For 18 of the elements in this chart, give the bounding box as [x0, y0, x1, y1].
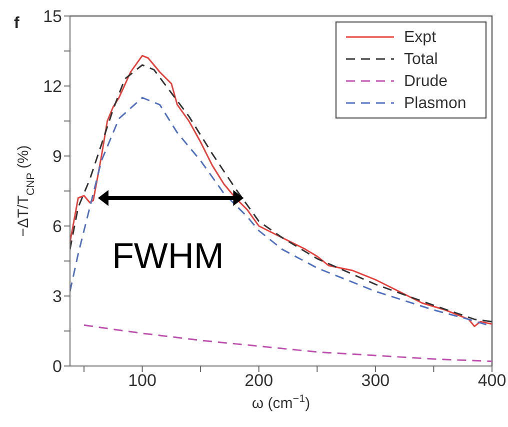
x-tick-label: 400: [478, 371, 506, 390]
y-tick-label: 6: [52, 217, 62, 236]
y-tick-label: 12: [43, 77, 62, 96]
text: f: [14, 15, 20, 32]
y-tick-label: 3: [52, 287, 62, 306]
y-tick-label: 9: [52, 147, 62, 166]
x-axis-title: ω (cm$^{−1}$): [252, 393, 310, 412]
legend-label: Total: [404, 51, 438, 68]
x-tick-label: 100: [128, 371, 156, 390]
x-tick-label: 300: [361, 371, 390, 390]
y-tick-label: 15: [43, 7, 62, 26]
x-tick-label: 200: [244, 371, 274, 390]
legend-label: Drude: [404, 73, 448, 90]
annotation: FWHM: [112, 235, 224, 276]
legend-label: Expt: [404, 29, 437, 46]
y-tick-label: 0: [52, 357, 62, 376]
legend-label: Plasmon: [404, 95, 466, 112]
line-series: [83, 324, 492, 362]
